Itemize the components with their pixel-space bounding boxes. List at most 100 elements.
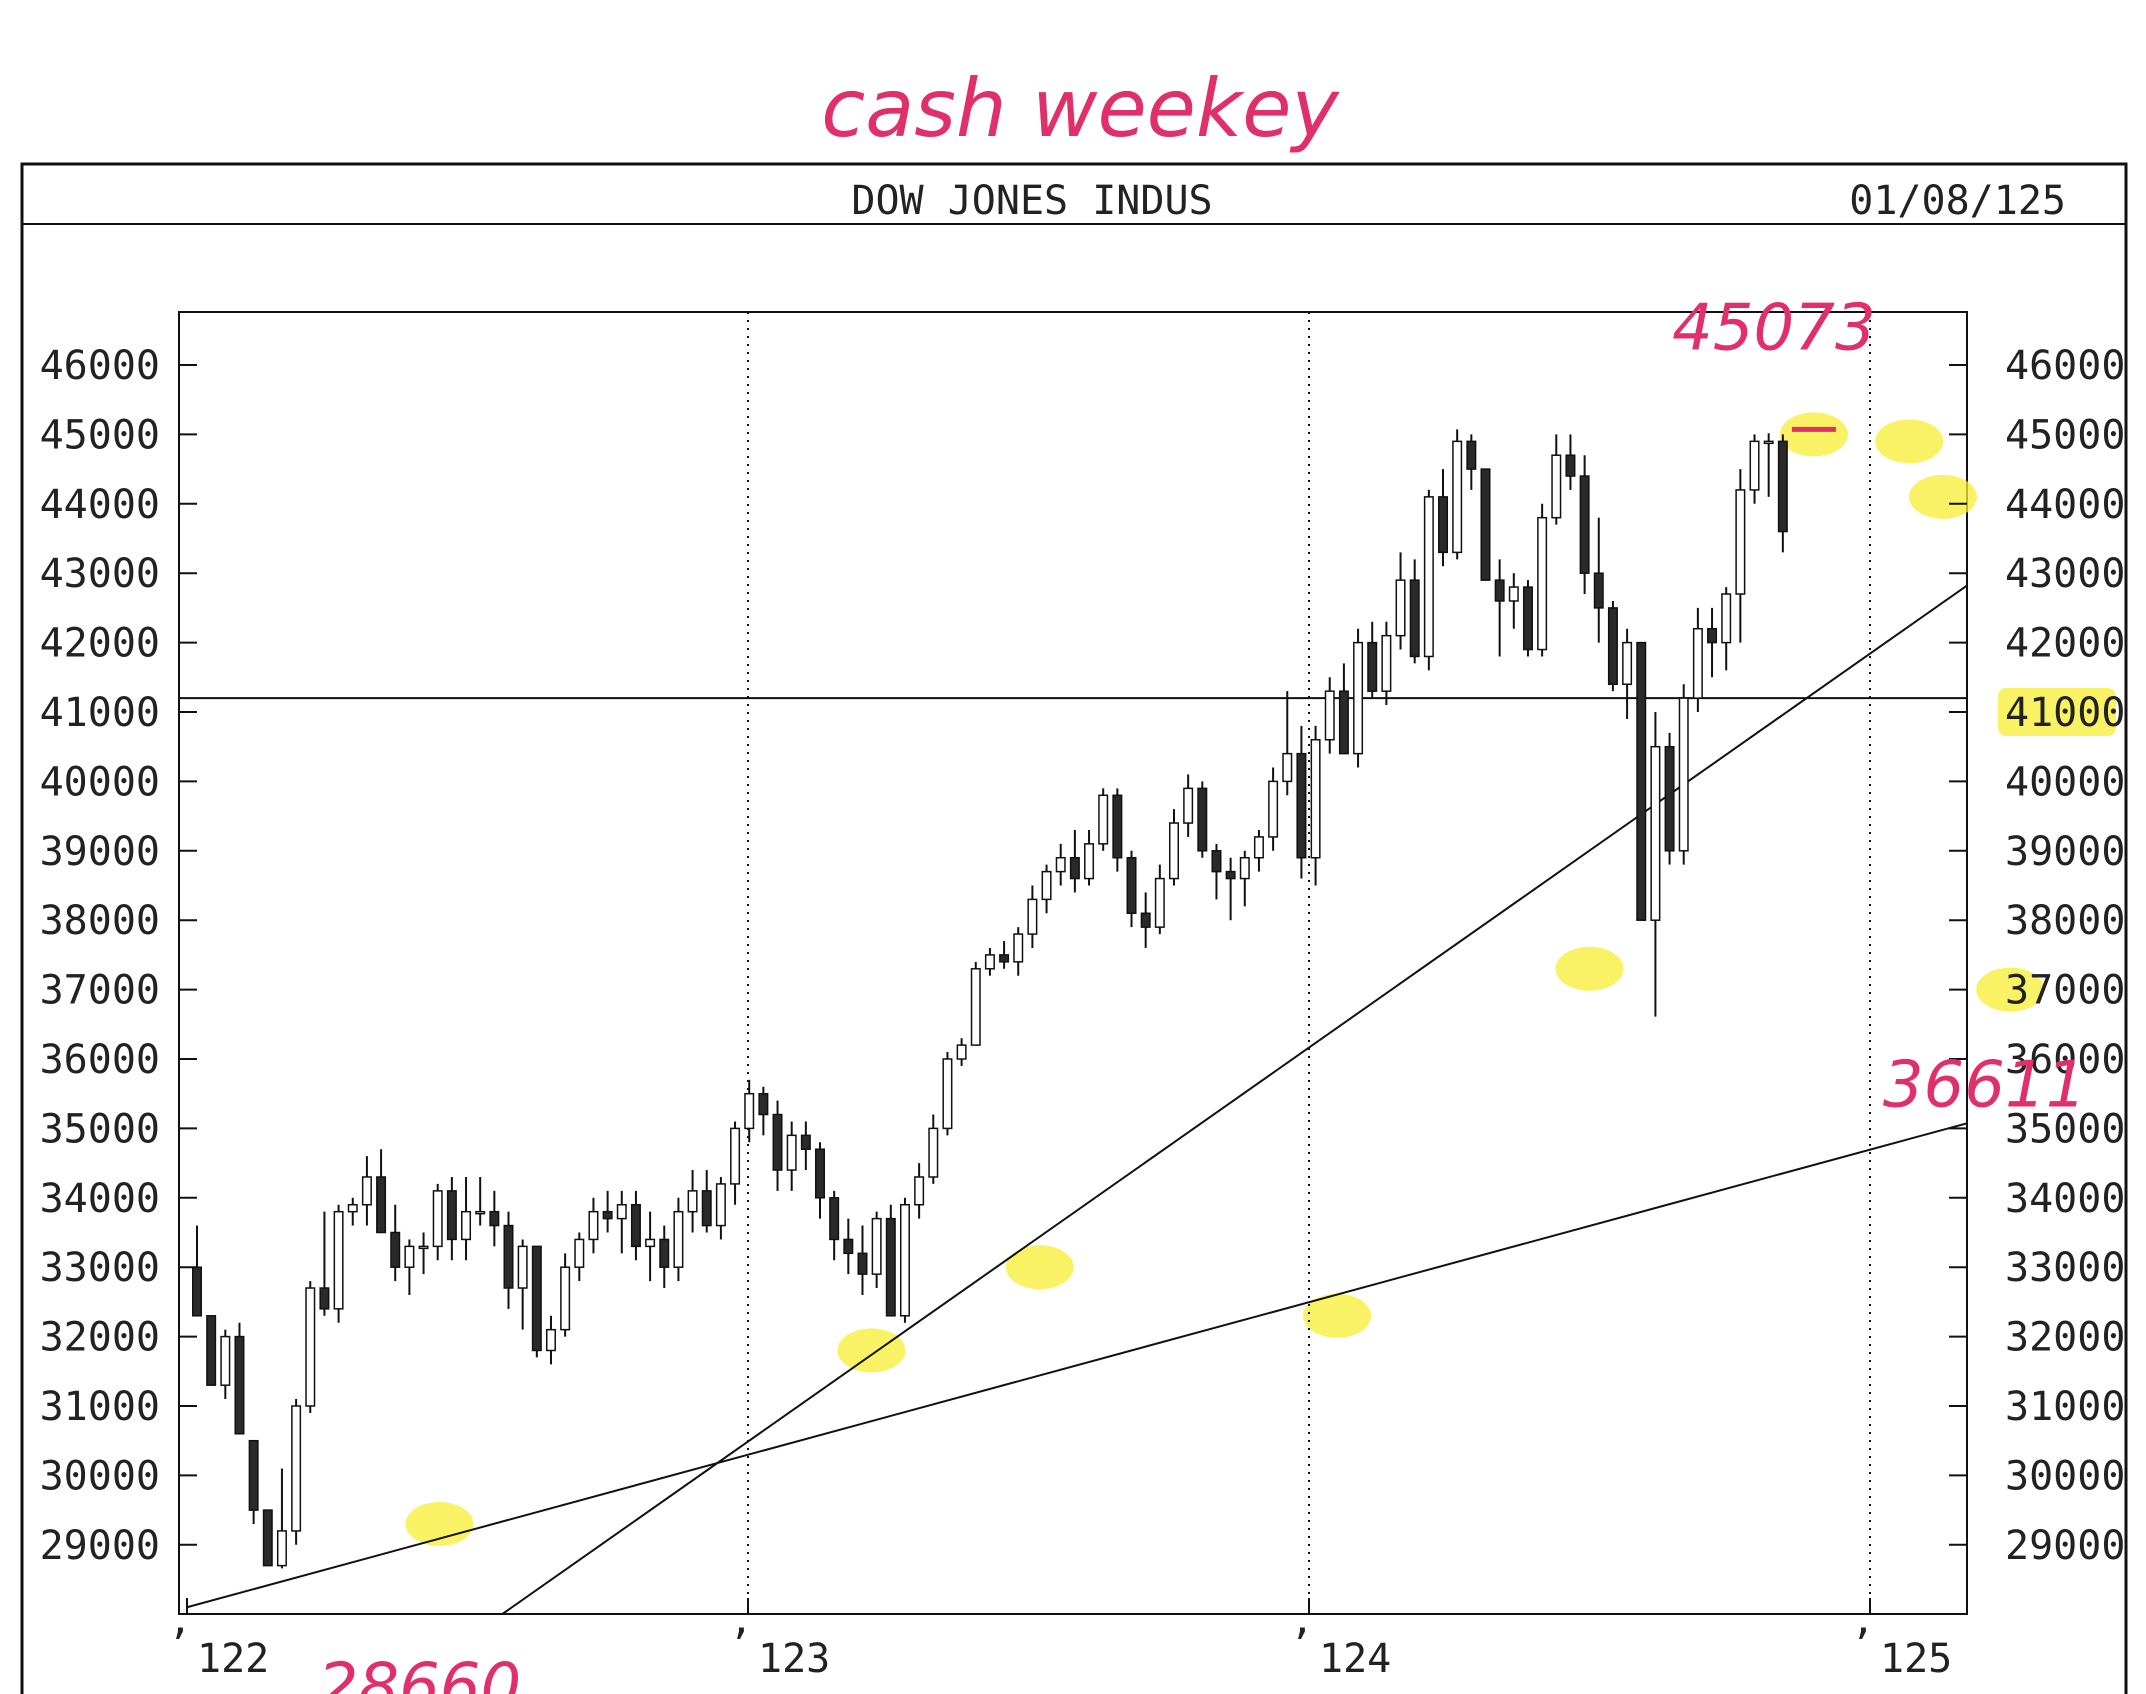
candle-body [1041, 870, 1052, 901]
candle-body [1154, 877, 1165, 928]
highlight-mark [1779, 412, 1848, 457]
candle-body [1438, 496, 1449, 554]
trendline [501, 584, 1968, 1615]
y-tick-label-right: 45000 [2005, 412, 2125, 458]
candle-body [899, 1203, 910, 1317]
candle-body [645, 1238, 656, 1248]
x-tick-label: 125 [1880, 1636, 1952, 1682]
candle-body [1537, 516, 1548, 651]
candle-body [531, 1245, 542, 1352]
candles-layer [192, 426, 1836, 1569]
candle-body [871, 1217, 882, 1275]
candle-body [1183, 787, 1194, 824]
candle-body [1452, 440, 1463, 554]
y-tick-label-left: 35000 [40, 1106, 160, 1152]
candle-body [999, 954, 1010, 963]
y-tick-label-right: 39000 [2005, 829, 2125, 875]
candle-body [262, 1509, 273, 1567]
y-tick-label-right: 37000 [2005, 968, 2125, 1014]
y-tick-label-left: 33000 [40, 1245, 160, 1291]
candle-body [1622, 641, 1633, 685]
candle-body [1268, 780, 1279, 838]
x-tick-mark: ʼ [728, 1622, 752, 1668]
candle-body [347, 1203, 358, 1213]
candle-body [361, 1176, 372, 1206]
chart-date: 01/08/125 [1849, 178, 2066, 224]
candle-body [659, 1238, 670, 1268]
y-tick-label-left: 34000 [40, 1176, 160, 1222]
highlight-mark [1555, 946, 1624, 991]
candle-body [1721, 593, 1732, 644]
y-tick-label-right: 42000 [2005, 621, 2125, 667]
highlight-mark [1005, 1245, 1074, 1290]
handwritten-annotation: 28660 [318, 1650, 522, 1694]
candle-body [1239, 856, 1250, 880]
candle-body [1480, 468, 1491, 581]
x-tick-mark: ʼ [1289, 1622, 1313, 1668]
candle-body [1013, 933, 1024, 963]
x-tick-mark: ʼ [167, 1622, 191, 1668]
grid-layer [179, 312, 1967, 1614]
y-tick-label-left: 46000 [40, 343, 160, 389]
candle-body [1211, 850, 1222, 873]
y-tick-label-right: 33000 [2005, 1245, 2125, 1291]
candle-body [1678, 697, 1689, 852]
candle-body [1607, 607, 1618, 685]
y-tick-label-right: 35000 [2005, 1106, 2125, 1152]
outer-frame [20, 162, 2128, 1694]
y-tick-label-left: 38000 [40, 898, 160, 944]
x-tick-label: 122 [197, 1636, 269, 1682]
y-tick-label-right: 29000 [2005, 1523, 2125, 1569]
candle-body [1707, 627, 1718, 644]
candle-body [1112, 794, 1123, 859]
candle-body [630, 1203, 641, 1248]
y-tick-label-right: 30000 [2005, 1453, 2125, 1499]
y-tick-label-left: 44000 [40, 482, 160, 528]
highlights-layer [405, 412, 2116, 1546]
y-tick-label-right: 40000 [2005, 759, 2125, 805]
candle-body [843, 1238, 854, 1255]
candle-body [333, 1210, 344, 1310]
candle-body [1409, 579, 1420, 658]
candle-body [687, 1190, 698, 1213]
candle-body [1338, 690, 1349, 755]
highlight-mark [1976, 967, 2045, 1012]
candle-body [730, 1127, 741, 1185]
candle-body [970, 968, 981, 1046]
highlight-tick-41000 [1998, 688, 2116, 736]
candle-body [319, 1287, 330, 1310]
y-tick-label-left: 32000 [40, 1315, 160, 1361]
candle-body [1395, 579, 1406, 637]
y-tick-label-left: 30000 [40, 1453, 160, 1499]
y-tick-label-right: 31000 [2005, 1384, 2125, 1430]
candle-body [1126, 856, 1137, 915]
candle-body [1353, 641, 1364, 755]
candle-body [1735, 489, 1746, 595]
candle-body [800, 1134, 811, 1150]
candle-body [1593, 572, 1604, 609]
y-tick-label-right: 32000 [2005, 1315, 2125, 1361]
y-tick-label-right: 36000 [2005, 1037, 2125, 1083]
candle-body [1551, 454, 1562, 519]
candle-body [1055, 856, 1066, 873]
candle-body [1253, 836, 1264, 859]
x-tick-label: 123 [758, 1636, 830, 1682]
candle-body [517, 1245, 528, 1289]
candle-body [1140, 912, 1151, 928]
candle-body [432, 1190, 443, 1248]
candle-body [1692, 627, 1703, 699]
candle-body [1749, 440, 1760, 491]
y-tick-label-right: 46000 [2005, 343, 2125, 389]
y-tick-label-left: 29000 [40, 1523, 160, 1569]
candle-body [1522, 586, 1533, 651]
candle-body [1494, 579, 1505, 602]
candle-body [744, 1092, 755, 1130]
candle-body [1466, 440, 1477, 470]
y-tick-label-left: 37000 [40, 968, 160, 1014]
candle-body [1296, 752, 1307, 859]
candle-body [1225, 870, 1236, 880]
candle-body [220, 1335, 231, 1386]
candle-body [390, 1231, 401, 1268]
candle-body [404, 1245, 415, 1268]
